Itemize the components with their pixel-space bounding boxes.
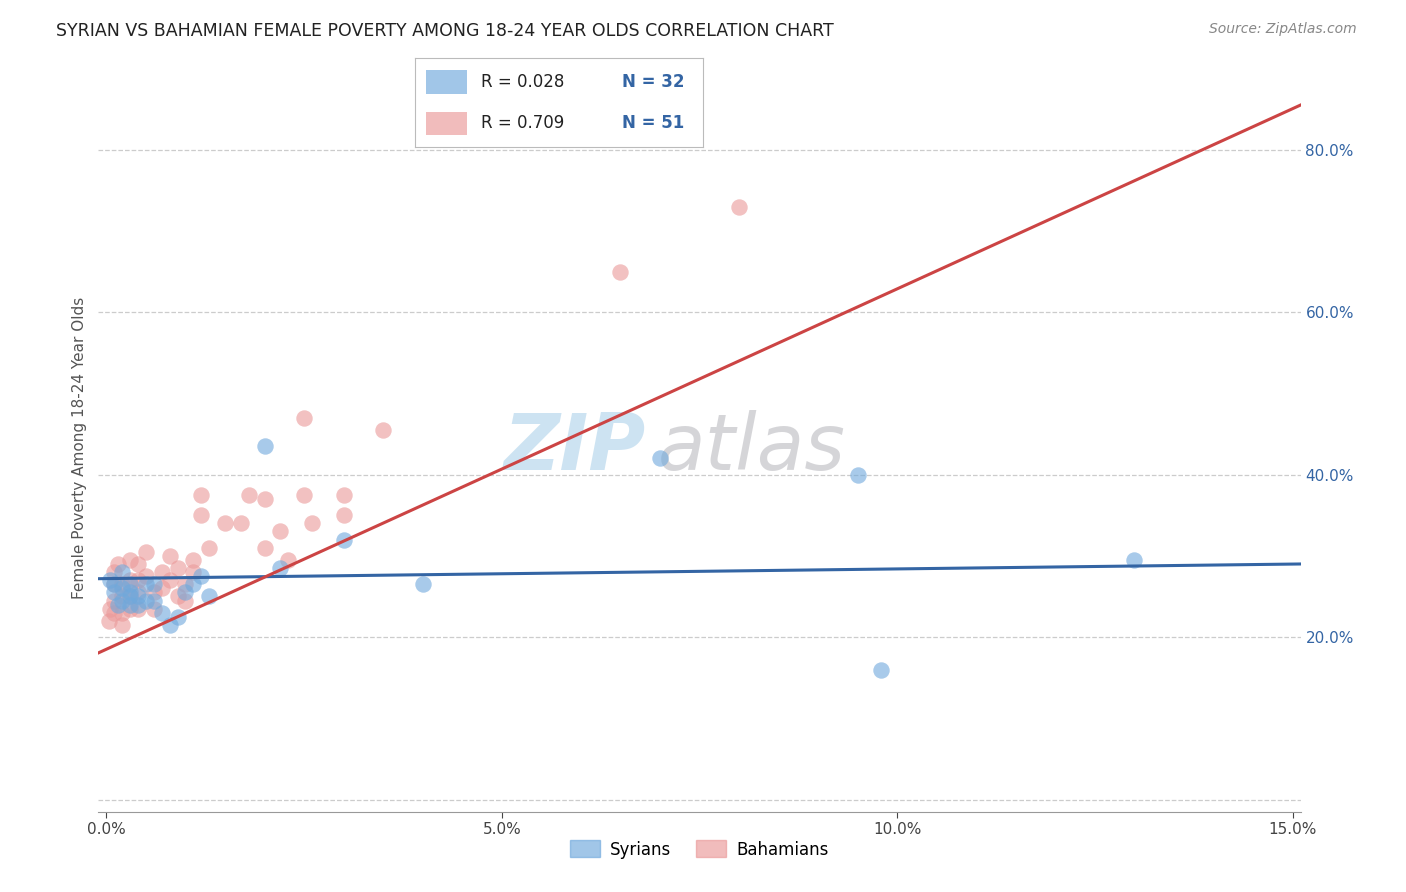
Point	[127, 557, 149, 571]
Point	[159, 573, 181, 587]
Point	[190, 488, 212, 502]
Point	[253, 541, 276, 555]
Point	[111, 606, 134, 620]
Point	[174, 593, 197, 607]
Point	[301, 516, 323, 531]
Point	[111, 577, 134, 591]
Text: R = 0.028: R = 0.028	[481, 73, 564, 91]
Point	[174, 577, 197, 591]
Point	[103, 606, 125, 620]
Point	[728, 200, 751, 214]
Point	[183, 553, 205, 567]
Point	[120, 601, 142, 615]
Point	[332, 488, 354, 502]
Point	[412, 577, 434, 591]
Point	[111, 618, 134, 632]
Point	[269, 524, 291, 539]
Point	[107, 598, 129, 612]
Point	[103, 577, 125, 591]
Point	[111, 593, 134, 607]
Point	[142, 601, 165, 615]
Point	[107, 557, 129, 571]
Y-axis label: Female Poverty Among 18-24 Year Olds: Female Poverty Among 18-24 Year Olds	[72, 297, 87, 599]
Point	[142, 585, 165, 599]
Point	[120, 590, 142, 604]
Point	[103, 585, 125, 599]
Point	[120, 577, 142, 591]
Point	[277, 553, 299, 567]
Point	[97, 614, 120, 628]
Point	[183, 577, 205, 591]
Point	[103, 593, 125, 607]
Point	[127, 601, 149, 615]
Point	[120, 553, 142, 567]
Point	[183, 565, 205, 579]
Text: Source: ZipAtlas.com: Source: ZipAtlas.com	[1209, 22, 1357, 37]
Point	[174, 585, 197, 599]
Point	[190, 569, 212, 583]
Point	[238, 488, 260, 502]
Point	[292, 410, 315, 425]
Point	[135, 569, 157, 583]
Point	[253, 491, 276, 506]
Point	[127, 585, 149, 599]
Point	[135, 545, 157, 559]
Point	[870, 663, 893, 677]
Point	[150, 582, 173, 596]
Text: SYRIAN VS BAHAMIAN FEMALE POVERTY AMONG 18-24 YEAR OLDS CORRELATION CHART: SYRIAN VS BAHAMIAN FEMALE POVERTY AMONG …	[56, 22, 834, 40]
Point	[1123, 553, 1146, 567]
Text: N = 51: N = 51	[623, 114, 685, 132]
Text: ZIP: ZIP	[503, 410, 645, 486]
Point	[332, 508, 354, 523]
Point	[120, 573, 142, 587]
Point	[142, 577, 165, 591]
Point	[269, 561, 291, 575]
Point	[648, 451, 671, 466]
Point	[150, 606, 173, 620]
Text: R = 0.709: R = 0.709	[481, 114, 564, 132]
Point	[846, 467, 869, 482]
Point	[166, 609, 188, 624]
Point	[111, 582, 134, 596]
Point	[166, 590, 188, 604]
Point	[166, 561, 188, 575]
Text: N = 32: N = 32	[623, 73, 685, 91]
Point	[135, 577, 157, 591]
Point	[150, 565, 173, 579]
Point	[159, 549, 181, 563]
Point	[609, 264, 631, 278]
Point	[198, 541, 221, 555]
Point	[98, 573, 121, 587]
Point	[253, 439, 276, 453]
Point	[120, 590, 142, 604]
Point	[135, 593, 157, 607]
Point	[103, 577, 125, 591]
Point	[103, 565, 125, 579]
Point	[292, 488, 315, 502]
Point	[127, 590, 149, 604]
Point	[142, 593, 165, 607]
Point	[111, 565, 134, 579]
Point	[127, 573, 149, 587]
Point	[371, 423, 394, 437]
Point	[120, 598, 142, 612]
Point	[98, 601, 121, 615]
Text: atlas: atlas	[658, 410, 845, 486]
Bar	[426, 112, 467, 135]
Legend: Syrians, Bahamians: Syrians, Bahamians	[564, 834, 835, 865]
Point	[229, 516, 252, 531]
Point	[214, 516, 236, 531]
Point	[190, 508, 212, 523]
Point	[120, 585, 142, 599]
Point	[111, 590, 134, 604]
Point	[127, 598, 149, 612]
Bar	[426, 70, 467, 94]
Point	[332, 533, 354, 547]
Point	[198, 590, 221, 604]
Point	[159, 618, 181, 632]
